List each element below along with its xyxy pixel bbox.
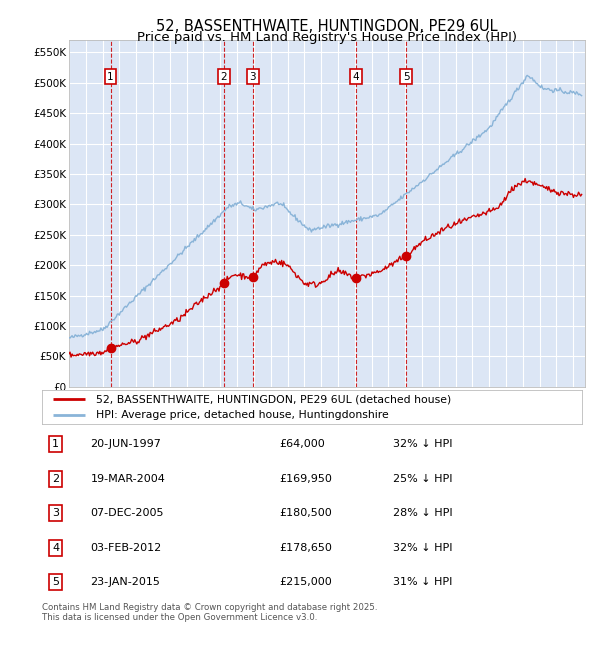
Text: £180,500: £180,500 (280, 508, 332, 518)
Text: 03-FEB-2012: 03-FEB-2012 (91, 543, 162, 552)
Text: 2: 2 (220, 72, 227, 82)
Text: 3: 3 (52, 508, 59, 518)
Text: 5: 5 (52, 577, 59, 587)
Text: HPI: Average price, detached house, Huntingdonshire: HPI: Average price, detached house, Hunt… (96, 410, 389, 421)
Text: £215,000: £215,000 (280, 577, 332, 587)
Text: 23-JAN-2015: 23-JAN-2015 (91, 577, 160, 587)
Text: Contains HM Land Registry data © Crown copyright and database right 2025.
This d: Contains HM Land Registry data © Crown c… (42, 603, 377, 622)
Text: £178,650: £178,650 (280, 543, 332, 552)
Text: 5: 5 (403, 72, 409, 82)
Text: 4: 4 (353, 72, 359, 82)
Text: 31% ↓ HPI: 31% ↓ HPI (393, 577, 452, 587)
Text: 3: 3 (250, 72, 256, 82)
Text: 07-DEC-2005: 07-DEC-2005 (91, 508, 164, 518)
Text: 2: 2 (52, 474, 59, 484)
Text: 52, BASSENTHWAITE, HUNTINGDON, PE29 6UL (detached house): 52, BASSENTHWAITE, HUNTINGDON, PE29 6UL … (96, 394, 451, 404)
Text: 4: 4 (52, 543, 59, 552)
Text: 32% ↓ HPI: 32% ↓ HPI (393, 543, 452, 552)
Text: 25% ↓ HPI: 25% ↓ HPI (393, 474, 452, 484)
Text: 1: 1 (107, 72, 114, 82)
Text: 52, BASSENTHWAITE, HUNTINGDON, PE29 6UL: 52, BASSENTHWAITE, HUNTINGDON, PE29 6UL (156, 19, 498, 34)
Text: 20-JUN-1997: 20-JUN-1997 (91, 439, 161, 449)
Text: £169,950: £169,950 (280, 474, 332, 484)
Text: Price paid vs. HM Land Registry's House Price Index (HPI): Price paid vs. HM Land Registry's House … (137, 31, 517, 44)
Text: 28% ↓ HPI: 28% ↓ HPI (393, 508, 452, 518)
Text: 19-MAR-2004: 19-MAR-2004 (91, 474, 166, 484)
Text: 32% ↓ HPI: 32% ↓ HPI (393, 439, 452, 449)
Text: £64,000: £64,000 (280, 439, 325, 449)
Text: 1: 1 (52, 439, 59, 449)
